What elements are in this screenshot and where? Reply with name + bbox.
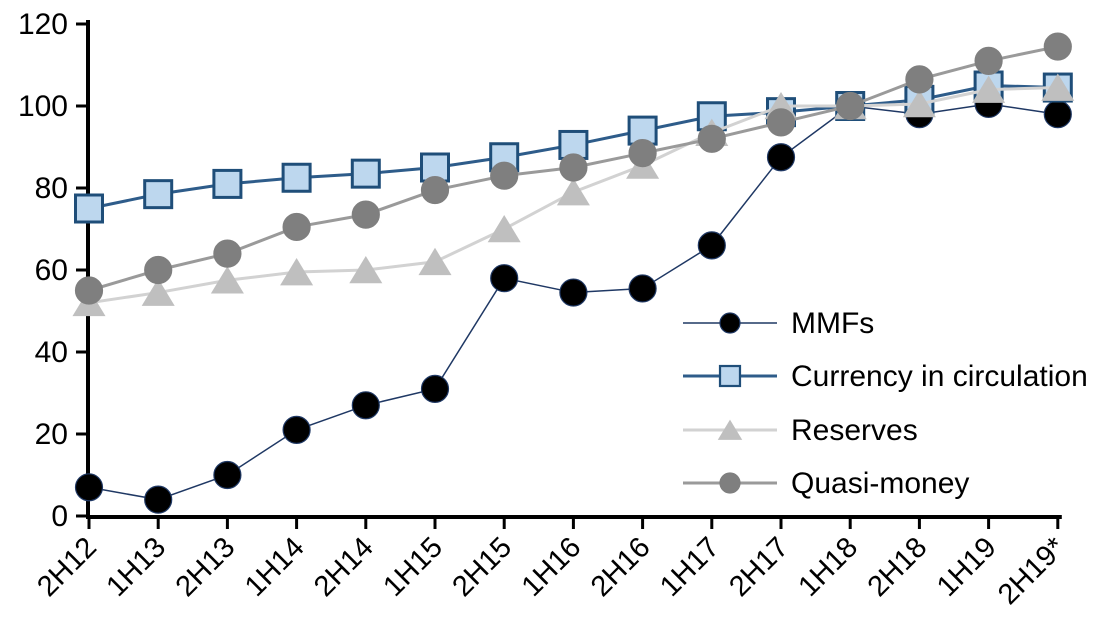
- legend-label: MMFs: [791, 307, 874, 340]
- legend-item-currency-in-circulation: Currency in circulation: [683, 360, 1088, 393]
- data-point-reserves: [280, 258, 314, 286]
- data-point-currency-in-circulation: [74, 193, 104, 224]
- data-point-quasi-money: [974, 46, 1003, 76]
- data-point-currency-in-circulation: [350, 158, 381, 189]
- data-point-quasi-money: [351, 200, 380, 229]
- x-tick-label: 2H15: [446, 531, 518, 603]
- y-tick-label: 0: [51, 500, 68, 533]
- y-tick-label: 20: [35, 418, 68, 451]
- data-point-mmfs: [213, 460, 242, 490]
- data-point-mmfs: [628, 274, 657, 303]
- data-point-quasi-money: [490, 161, 519, 190]
- data-point-mmfs: [420, 374, 450, 403]
- x-tick-label: 2H19*: [992, 531, 1072, 611]
- legend-marker-currency-in-circulation: [718, 364, 742, 388]
- data-point-mmfs: [282, 415, 311, 444]
- data-point-quasi-money: [282, 212, 311, 242]
- data-point-reserves: [902, 89, 936, 118]
- data-point-quasi-money: [766, 108, 796, 137]
- x-tick-label: 2H18: [862, 531, 934, 603]
- data-point-quasi-money: [559, 153, 588, 182]
- y-axis: 0 20 40 60 80 100 120: [18, 8, 88, 533]
- data-point-mmfs: [490, 264, 519, 293]
- data-point-quasi-money: [836, 91, 865, 121]
- y-tick-label: 100: [18, 90, 68, 123]
- data-point-reserves: [487, 215, 521, 243]
- x-tick-label: 1H19: [931, 531, 1003, 603]
- legend-marker-quasi-money: [719, 472, 741, 494]
- legend-label: Reserves: [791, 414, 918, 447]
- data-point-quasi-money: [697, 124, 726, 153]
- legend-item-mmfs: MMFs: [683, 307, 874, 340]
- x-tick-label: 1H17: [654, 531, 726, 603]
- legend: MMFs Currency in circulation Reserves Quasi…: [683, 307, 1088, 500]
- data-point-reserves: [349, 256, 383, 284]
- y-tick-label: 60: [35, 254, 68, 287]
- data-point-quasi-money: [74, 276, 104, 305]
- data-point-quasi-money: [144, 255, 173, 285]
- data-point-quasi-money: [628, 139, 657, 168]
- data-point-reserves: [141, 278, 175, 306]
- data-point-quasi-money: [213, 239, 242, 268]
- x-tick-label: 1H18: [792, 531, 864, 603]
- data-point-currency-in-circulation: [281, 162, 312, 193]
- x-tick-label: 2H12: [31, 531, 103, 603]
- legend-label: Currency in circulation: [791, 360, 1088, 393]
- data-point-quasi-money: [1043, 32, 1072, 61]
- y-tick-label: 120: [18, 8, 68, 41]
- x-tick-label: 1H14: [239, 531, 311, 603]
- data-point-reserves: [972, 75, 1006, 103]
- data-point-currency-in-circulation: [212, 168, 243, 199]
- data-point-reserves: [556, 178, 590, 206]
- x-tick-label: 1H13: [100, 531, 172, 603]
- data-point-currency-in-circulation: [143, 179, 174, 210]
- data-point-mmfs: [1043, 100, 1072, 129]
- x-tick-label: 1H16: [516, 531, 588, 603]
- series-quasi-money: [74, 32, 1072, 305]
- data-point-quasi-money: [905, 65, 934, 94]
- data-point-mmfs: [74, 473, 104, 502]
- series-mmfs: [74, 89, 1072, 514]
- x-axis: 2H121H132H131H142H141H152H151H162H161H17…: [31, 517, 1072, 611]
- y-tick-label: 40: [35, 336, 68, 369]
- data-point-mmfs: [559, 278, 588, 307]
- x-tick-label: 2H17: [723, 531, 795, 603]
- data-point-mmfs: [766, 143, 796, 172]
- x-tick-label: 2H13: [170, 531, 242, 603]
- legend-marker-reserves: [717, 419, 743, 440]
- y-tick-label: 80: [35, 172, 68, 205]
- legend-marker-mmfs: [719, 312, 741, 334]
- data-point-mmfs: [697, 231, 726, 260]
- legend-item-quasi-money: Quasi-money: [683, 467, 969, 500]
- legend-item-reserves: Reserves: [683, 414, 918, 447]
- data-point-mmfs: [144, 485, 173, 514]
- x-tick-label: 2H16: [585, 531, 657, 603]
- x-tick-label: 2H14: [308, 531, 380, 603]
- data-point-mmfs: [351, 391, 380, 420]
- x-tick-label: 1H15: [377, 531, 449, 603]
- data-point-reserves: [418, 247, 452, 276]
- legend-label: Quasi-money: [791, 467, 969, 500]
- data-point-quasi-money: [420, 175, 450, 205]
- data-point-reserves: [1041, 73, 1075, 101]
- data-point-reserves: [210, 266, 244, 294]
